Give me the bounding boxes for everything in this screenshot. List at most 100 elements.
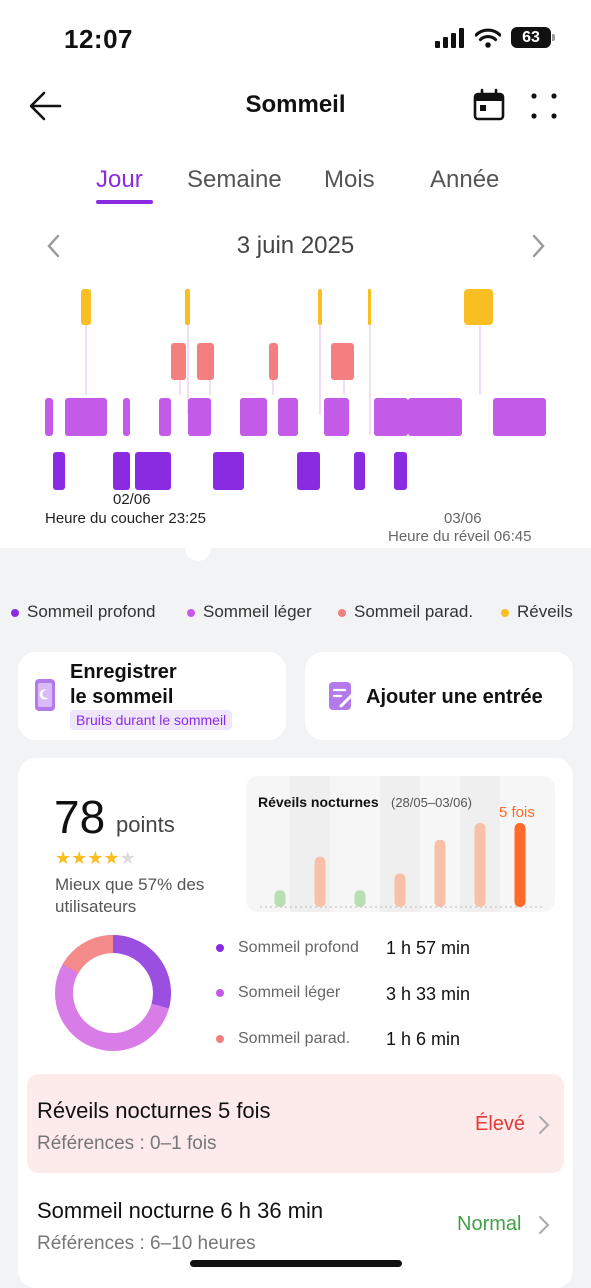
rem-segment xyxy=(269,343,278,380)
deep-segment xyxy=(213,452,244,490)
legend-item-awake: Réveils xyxy=(501,602,573,622)
awakenings-bar xyxy=(394,873,406,907)
status-time: 12:07 xyxy=(64,24,133,54)
awakenings-row-status: Élevé xyxy=(475,1113,526,1135)
signal-icon xyxy=(435,27,464,48)
legend-label: Sommeil parad. xyxy=(354,602,474,621)
rem-segment xyxy=(331,343,354,380)
donut-rem xyxy=(55,935,171,1051)
wake-label: Heure du réveil 06:45 xyxy=(388,528,532,545)
score-unit: points xyxy=(116,812,175,837)
tab-annee[interactable]: Année xyxy=(430,166,500,193)
star-icon: ★ xyxy=(87,848,104,868)
stage-dot xyxy=(216,943,224,952)
stage-value-deep: 1 h 57 min xyxy=(386,938,471,958)
tab-semaine[interactable]: Semaine xyxy=(187,166,282,193)
awakenings-range: (28/05–03/06) xyxy=(391,795,472,810)
star-icon: ★ xyxy=(119,848,136,868)
night-sleep-row[interactable]: Sommeil nocturne 6 h 36 min Références :… xyxy=(27,1180,564,1270)
stage-dot xyxy=(216,1034,224,1043)
prev-day-icon[interactable] xyxy=(44,232,64,260)
light-segment xyxy=(278,398,298,436)
chevron-right-icon xyxy=(539,1116,550,1134)
legend-item-rem: Sommeil parad. xyxy=(338,602,473,622)
stage-label: Sommeil parad. xyxy=(238,1030,351,1047)
light-segment xyxy=(188,398,211,436)
awakenings-bars xyxy=(260,776,542,912)
chevron-right-icon xyxy=(539,1216,550,1234)
tab-mois[interactable]: Mois xyxy=(324,166,375,193)
legend-item-light: Sommeil léger xyxy=(187,602,312,622)
tab-jour[interactable]: Jour xyxy=(96,166,143,193)
light-segment xyxy=(493,398,546,436)
awake-segments xyxy=(81,289,493,325)
night-sleep-row-status: Normal xyxy=(457,1213,522,1235)
score-value: 78 xyxy=(54,791,106,843)
calendar-icon[interactable] xyxy=(472,88,506,122)
next-day-icon[interactable] xyxy=(528,232,548,260)
chart-end-date: 03/06 xyxy=(444,510,482,527)
legend-label: Sommeil léger xyxy=(203,602,312,621)
chart-start-date: 02/06 xyxy=(113,491,151,508)
rem-segment xyxy=(171,343,186,380)
awakenings-bar xyxy=(514,823,526,907)
light-segment xyxy=(45,398,53,436)
rem-segments xyxy=(171,343,354,380)
add-entry-label: Ajouter une entrée xyxy=(366,686,543,708)
stage-row-deep: Sommeil profond xyxy=(216,939,359,957)
light-segment xyxy=(65,398,107,436)
awake-segment xyxy=(185,289,190,325)
back-arrow-icon[interactable] xyxy=(28,88,64,124)
deep-segments xyxy=(53,452,407,490)
light-segment xyxy=(240,398,267,436)
light-segment xyxy=(159,398,171,436)
legend-dot xyxy=(187,608,195,617)
awakenings-row-title: Réveils nocturnes 5 fois xyxy=(37,1098,271,1123)
more-icon[interactable] xyxy=(528,90,560,122)
awake-segment xyxy=(81,289,91,325)
awake-segment xyxy=(318,289,322,325)
chart-slider-handle[interactable] xyxy=(170,534,226,564)
edit-note-icon xyxy=(329,682,356,710)
battery-level: 63 xyxy=(522,28,540,46)
awakenings-count: 5 fois xyxy=(499,804,535,821)
stage-row-light: Sommeil léger xyxy=(216,984,340,1002)
awakenings-bar xyxy=(314,856,326,907)
stage-donut-chart xyxy=(55,935,171,1051)
light-segment xyxy=(374,398,408,436)
add-entry-card[interactable]: Ajouter une entrée xyxy=(305,652,573,740)
sleep-noise-chip[interactable]: Bruits durant le sommeil xyxy=(70,710,233,730)
deep-segment xyxy=(297,452,320,490)
record-title-line1: Enregistrer xyxy=(70,661,177,683)
record-sleep-card[interactable]: Enregistrer le sommeil Bruits durant le … xyxy=(18,652,286,740)
sleep-stage-chart xyxy=(45,289,546,490)
deep-segment xyxy=(113,452,130,490)
light-segment xyxy=(408,398,462,436)
awake-segment xyxy=(464,289,493,325)
top-panel xyxy=(0,0,591,548)
stage-value-light: 3 h 33 min xyxy=(386,984,471,1004)
battery-icon: 63 xyxy=(511,27,555,48)
stage-row-rem: Sommeil parad. xyxy=(216,1030,350,1048)
stage-label: Sommeil profond xyxy=(238,939,359,956)
status-icons: 63 xyxy=(435,27,555,48)
phone-moon-icon xyxy=(35,679,55,711)
legend-label: Réveils xyxy=(517,602,573,621)
awakenings-mini-chart[interactable]: Réveils nocturnes (28/05–03/06) 5 fois xyxy=(246,776,555,912)
awakenings-bar xyxy=(274,890,286,907)
page-title: Sommeil xyxy=(245,91,346,118)
deep-segment xyxy=(135,452,171,490)
light-segment xyxy=(324,398,349,436)
star-icon: ★ xyxy=(55,848,72,868)
legend-dot xyxy=(11,608,19,617)
light-segment xyxy=(123,398,130,436)
awakenings-row[interactable]: Réveils nocturnes 5 fois Références : 0–… xyxy=(27,1074,564,1173)
awakenings-bar xyxy=(354,890,366,907)
legend-item-deep: Sommeil profond xyxy=(11,602,156,622)
stage-label: Sommeil léger xyxy=(238,984,341,1001)
awakenings-bar xyxy=(474,823,486,907)
awakenings-row-ref: Références : 0–1 fois xyxy=(37,1133,217,1154)
night-sleep-row-ref: Références : 6–10 heures xyxy=(37,1233,256,1254)
home-indicator xyxy=(190,1260,402,1267)
awakenings-title: Réveils nocturnes xyxy=(258,794,379,810)
